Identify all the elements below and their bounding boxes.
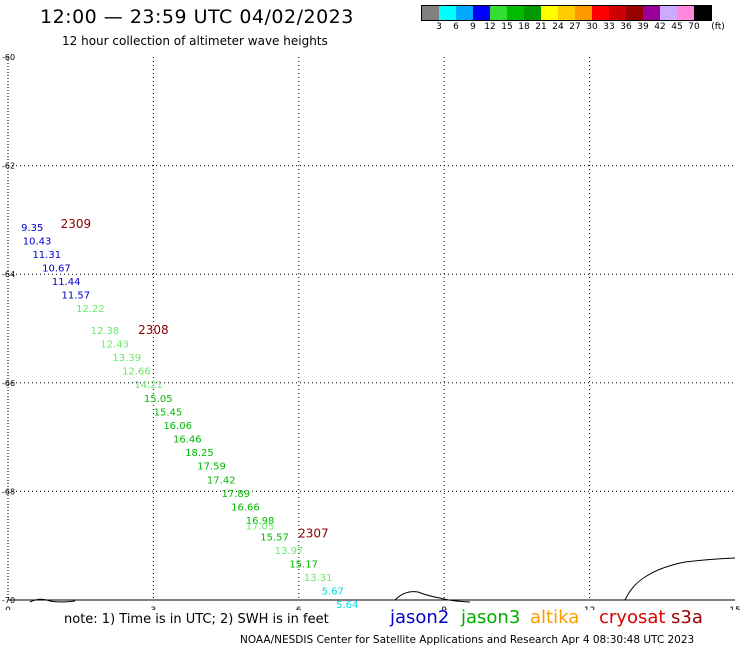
color-swatch [626, 6, 643, 20]
legend-item-jason2: jason2 [390, 607, 450, 628]
color-scale-labels: 3 6 9 12 15 18 21 24 27 30 33 36 39 42 45 70 (ft) [421, 22, 740, 36]
wave-height-label: 5.64 [336, 600, 358, 610]
y-tick-label: -70 [2, 596, 15, 605]
color-scale-tick: 9 [470, 22, 476, 32]
color-scale-tick: 39 [637, 22, 649, 32]
hour-marker-label: 2308 [138, 323, 169, 337]
legend-item-jason3: jason3 [461, 607, 521, 628]
color-scale-tick: 27 [569, 22, 581, 32]
hour-marker-label: 2309 [61, 217, 92, 231]
color-scale-tick: 3 [436, 22, 442, 32]
wave-height-label: 13.31 [304, 573, 333, 584]
map-title: 12:00 — 23:59 UTC 04/02/2023 [40, 6, 354, 28]
coastline [29, 557, 736, 603]
color-swatch [422, 6, 439, 20]
wave-height-label: 15.57 [260, 532, 289, 543]
wave-height-label: 17.89 [221, 489, 250, 500]
wave-height-label: 10.67 [42, 263, 71, 274]
y-tick-label: -66 [2, 379, 15, 388]
color-scale-tick: 6 [453, 22, 459, 32]
color-swatch [507, 6, 524, 20]
color-scale-tick: 42 [654, 22, 666, 32]
wave-height-label: 5.67 [322, 587, 344, 598]
wave-height-label: 18.25 [185, 448, 214, 459]
x-tick-label: 15 [729, 606, 740, 610]
color-swatch [575, 6, 592, 20]
y-tick-label: -62 [2, 162, 15, 171]
wave-height-label: 9.35 [21, 223, 43, 234]
x-tick-label: 12 [584, 606, 595, 610]
wave-height-label: 12.66 [122, 367, 151, 378]
color-scale-tick: 45 [671, 22, 683, 32]
color-scale-tick: 12 [484, 22, 496, 32]
color-scale-tick: 21 [535, 22, 547, 32]
x-tick-label: 6 [296, 606, 302, 610]
wave-height-label: 11.57 [62, 291, 91, 302]
color-scale-tick: 30 [586, 22, 598, 32]
wave-height-label: 16.98 [246, 516, 275, 527]
color-swatch [439, 6, 456, 20]
wave-height-label: 12.43 [100, 340, 129, 351]
color-swatch [694, 6, 711, 20]
wave-height-label: 13.97 [275, 546, 304, 557]
color-scale-tick: 18 [518, 22, 530, 32]
legend-item-s3a: s3a [671, 607, 703, 628]
wave-height-label: 16.06 [163, 421, 192, 432]
color-scale-tick: 24 [552, 22, 564, 32]
color-scale-tick: 70 [688, 22, 700, 32]
x-tick-label: 9 [441, 606, 447, 610]
color-swatch [490, 6, 507, 20]
color-swatch [592, 6, 609, 20]
wave-height-label: 12.38 [91, 326, 120, 337]
x-tick-label: 0 [5, 606, 11, 610]
color-swatch [558, 6, 575, 20]
credits-line: NOAA/NESDIS Center for Satellite Applica… [240, 634, 695, 646]
color-swatch [456, 6, 473, 20]
wave-height-label: 17.05 [246, 521, 275, 532]
wave-height-label: 11.44 [52, 277, 81, 288]
y-tick-label: -60 [2, 53, 15, 62]
wave-height-label: 12.22 [76, 304, 105, 315]
y-tick-label: -64 [2, 270, 15, 279]
color-swatch [609, 6, 626, 20]
wave-height-label: 13.39 [112, 353, 141, 364]
color-swatch [541, 6, 558, 20]
wave-height-label: 16.66 [231, 502, 260, 513]
legend-item-altika: altika [530, 607, 580, 628]
color-swatch [643, 6, 660, 20]
hour-marker-label: 2307 [298, 527, 329, 541]
x-tick-label: 3 [151, 606, 157, 610]
wave-height-map: -60 -62 -64 -66 -68 -700 3 6 9 12 15 9.35 10.43 11.31… [2, 53, 740, 610]
wave-height-label: 14.21 [134, 380, 163, 391]
color-swatch [677, 6, 694, 20]
wave-height-label: 16.46 [173, 435, 202, 446]
wave-height-label: 10.43 [23, 236, 52, 247]
wave-height-label: 15.17 [289, 559, 318, 570]
color-scale-tick: 36 [620, 22, 632, 32]
color-scale-unit: (ft) [711, 22, 725, 32]
legend-item-cryosat: cryosat [599, 607, 666, 628]
y-tick-label: -68 [2, 487, 15, 496]
color-scale-tick: 33 [603, 22, 615, 32]
wave-height-label: 15.45 [154, 407, 183, 418]
color-swatch [473, 6, 490, 20]
wave-height-label: 17.59 [197, 462, 226, 473]
wave-height-label: 15.05 [144, 394, 173, 405]
footnote: note: 1) Time is in UTC; 2) SWH is in fe… [64, 612, 329, 627]
map-subtitle: 12 hour collection of altimeter wave hei… [62, 34, 328, 48]
color-swatch [660, 6, 677, 20]
wave-height-label: 17.42 [207, 475, 236, 486]
color-scale [421, 5, 712, 21]
color-scale-tick: 15 [501, 22, 513, 32]
wave-height-label: 11.31 [32, 250, 61, 261]
color-swatch [524, 6, 541, 20]
